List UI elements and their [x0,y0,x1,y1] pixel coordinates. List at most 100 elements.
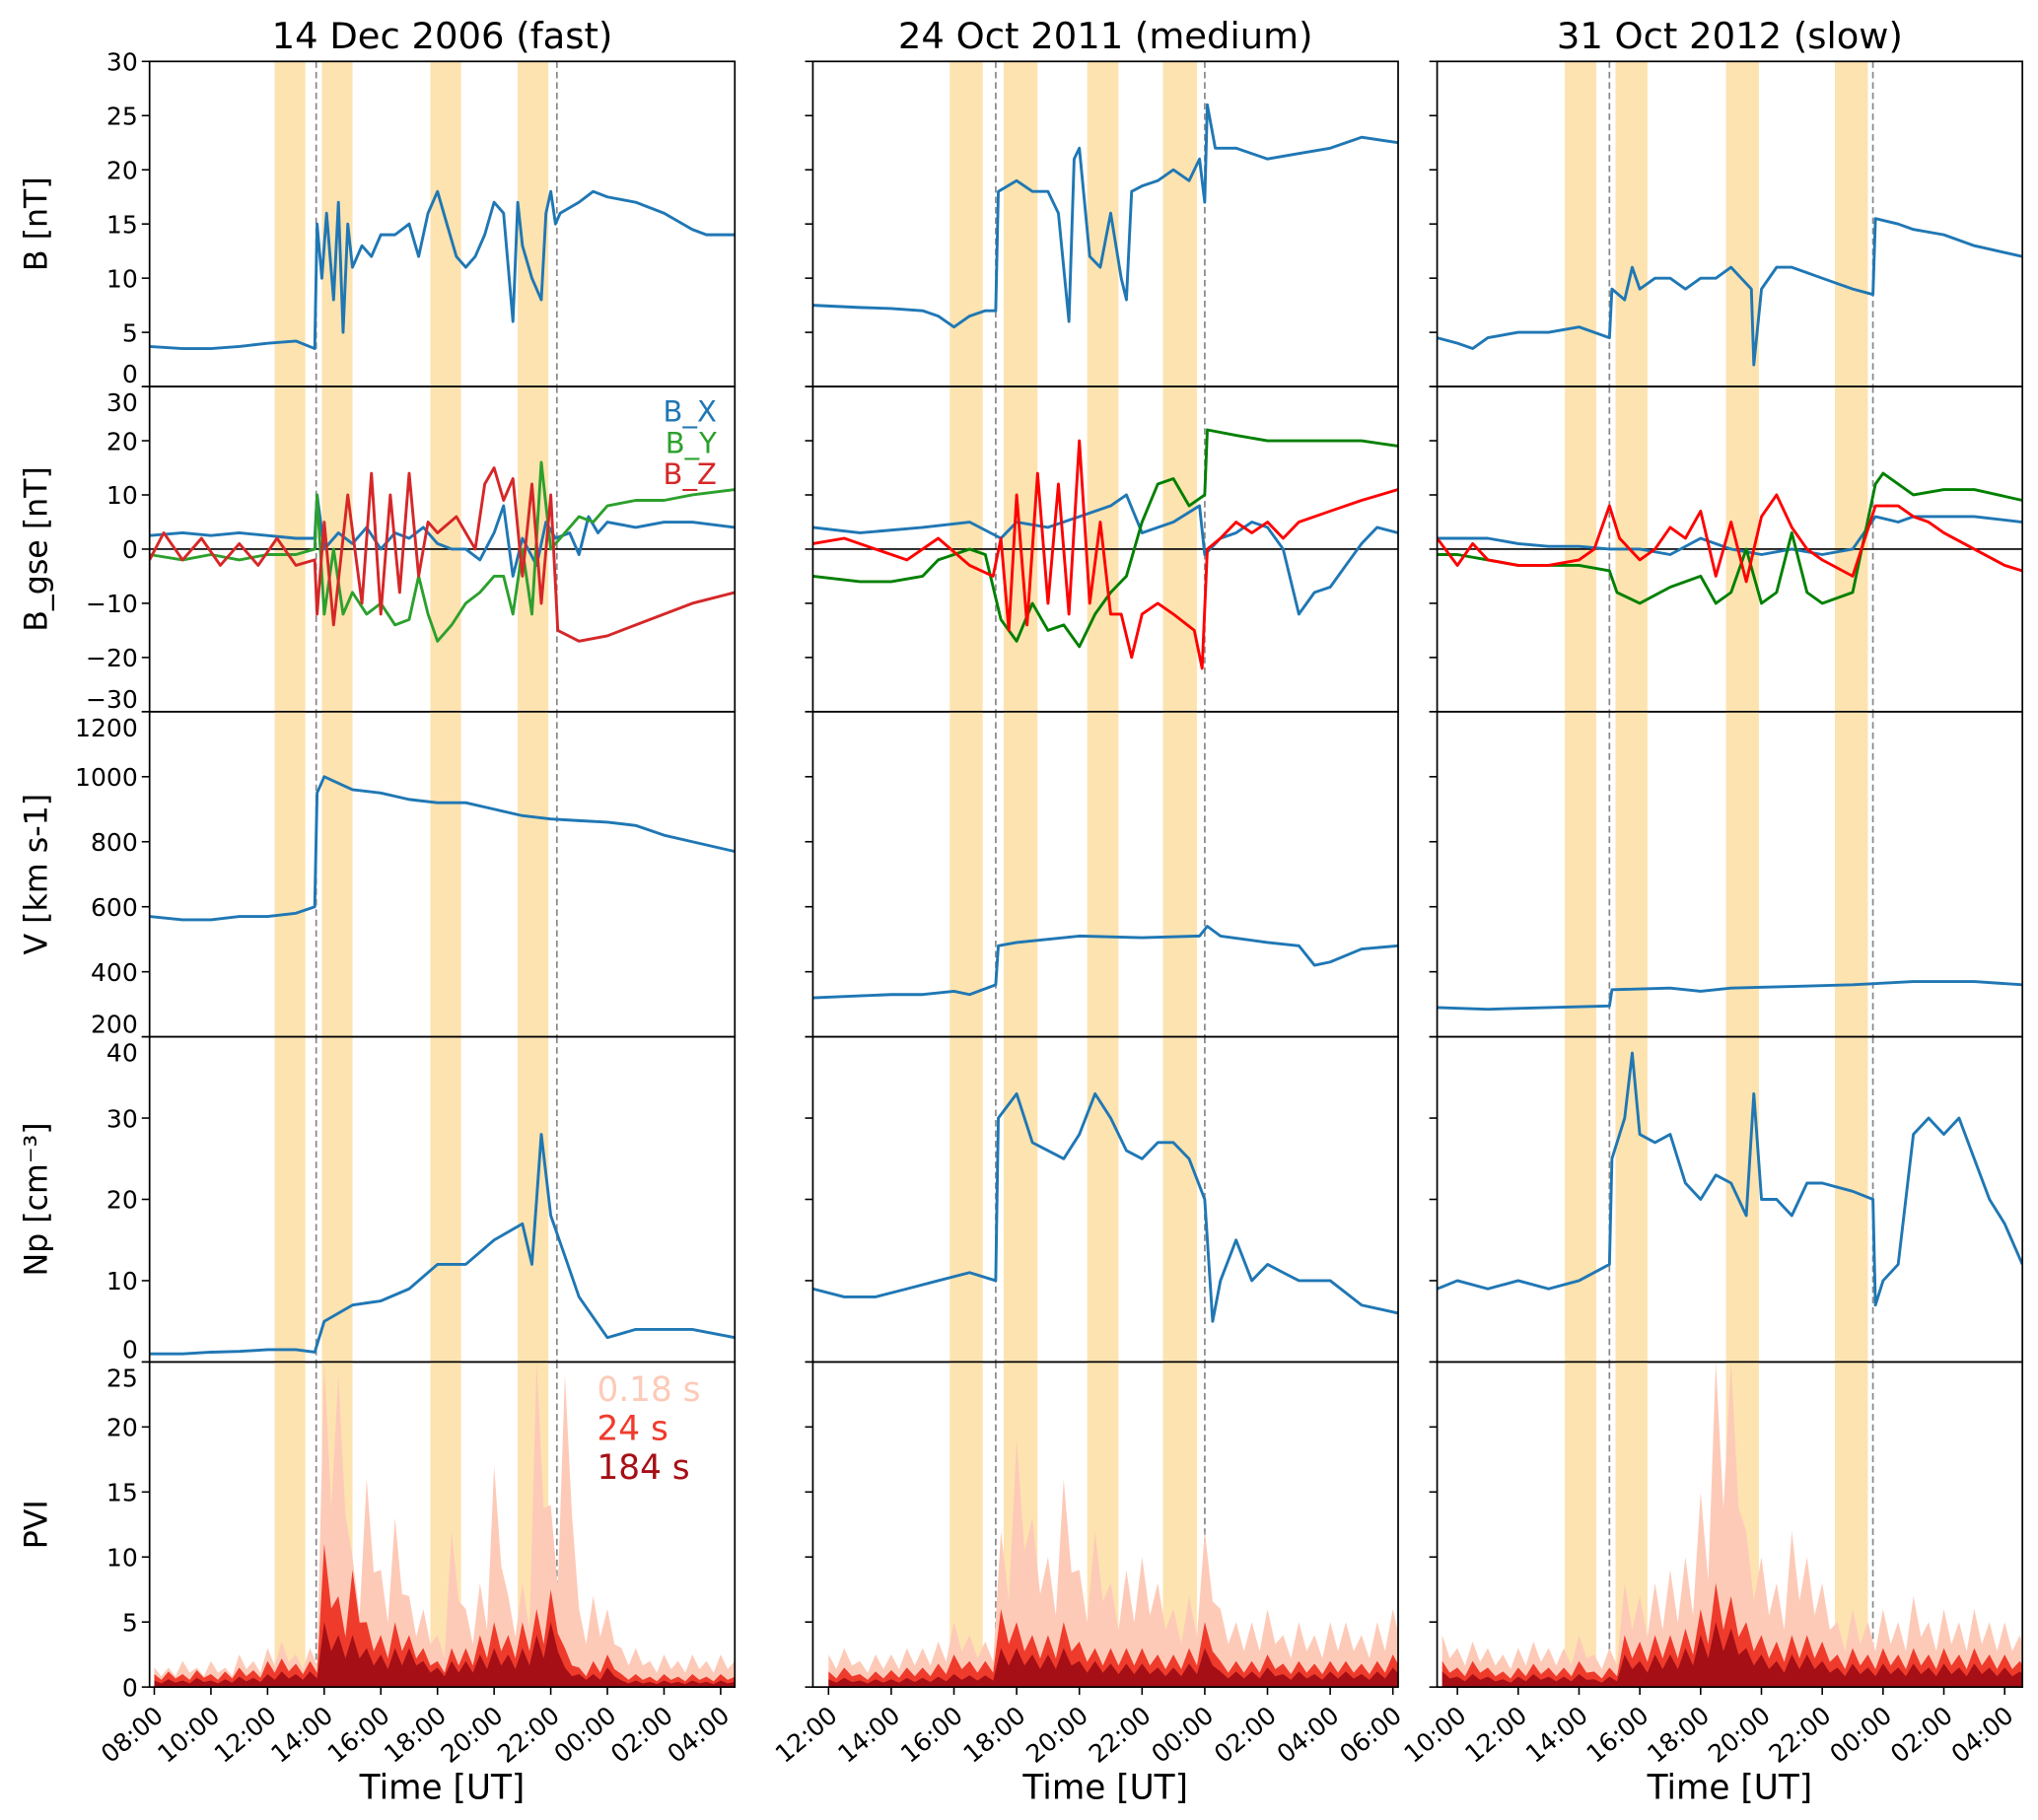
legend-entry: 24 s [597,1410,668,1449]
x-tick-label: 10:00 [1399,1701,1472,1769]
x-tick-label: 20:00 [1020,1701,1093,1769]
x-tick-label: 22:00 [1084,1701,1157,1769]
x-axis-label: Time [UT] [1021,1769,1188,1808]
panel-B_gse [805,385,1399,713]
y-tick-label: 30 [106,1104,138,1133]
series-line-B-0 [1437,217,2023,367]
series-line-Np-0 [812,1091,1399,1323]
x-tick-label: 22:00 [492,1701,565,1769]
x-tick-label: 02:00 [1209,1701,1282,1769]
y-tick-label: 20 [106,156,138,184]
shaded-interval [1565,1036,1596,1363]
series-line-B_gse-0 [1437,515,2023,556]
shaded-interval [1725,711,1759,1037]
y-tick-label: 20 [106,1414,138,1442]
shaded-interval [1003,711,1038,1037]
series-line-B-0 [149,189,736,351]
x-tick-label: 10:00 [152,1701,225,1769]
shaded-interval [1615,1036,1648,1363]
x-axis-label: Time [UT] [1647,1769,1813,1808]
x-tick-label: 08:00 [96,1701,169,1769]
shaded-interval [1087,711,1119,1037]
shaded-interval [1162,711,1197,1037]
y-tick-label: 600 [91,893,138,922]
y-tick-label: −10 [86,590,138,618]
x-tick-label: 00:00 [1824,1701,1897,1769]
shaded-interval [1835,61,1868,387]
column-2: 24 Oct 2011 (medium) 12:0014:0016:0018:00… [770,15,1407,1808]
chart-title: 31 Oct 2012 (slow) [1557,15,1903,57]
y-tick-label: 15 [106,210,138,239]
y-tick-label: 30 [106,48,138,77]
y-tick-label: 1200 [75,714,138,742]
panel-V [805,710,1399,1038]
x-tick-label: 04:00 [1272,1701,1345,1769]
y-tick-label: −20 [86,644,138,672]
shaded-interval [1565,1362,1596,1688]
shaded-interval [1835,711,1868,1037]
y-tick-label: 15 [106,1479,138,1507]
x-tick-label: 18:00 [1642,1701,1715,1769]
shaded-interval [274,1362,306,1688]
panel-B [805,60,1399,387]
y-tick-label: 800 [91,828,138,857]
shaded-interval [274,61,306,387]
x-tick-label: 04:00 [662,1701,735,1769]
shaded-interval [1725,1036,1759,1363]
shaded-interval [1162,61,1197,387]
pvi-area-2 [1441,1622,2023,1688]
shaded-interval [430,711,461,1037]
x-tick-label: 06:00 [1334,1701,1407,1769]
series-line-V-0 [1437,980,2023,1012]
shaded-interval [949,61,983,387]
y-axis-label: V [km s-1] [19,794,54,955]
shaded-interval [1565,711,1596,1037]
panel-B [1429,60,2024,387]
panel-Np [1429,1035,2024,1364]
series-line-B_gse-2 [149,466,736,643]
x-tick-label: 14:00 [265,1701,338,1769]
pvi-area-1 [828,1609,1399,1688]
series-line-Np-0 [149,1133,736,1356]
panel-B_gse: −30 −20 −10 0 10 20 30 B_gse [nT] B_XB_YB_Z [19,385,737,714]
y-tick-label: 0 [122,1673,138,1702]
y-tick-label: 400 [91,958,138,987]
shaded-interval [1003,1036,1038,1363]
panel-B_gse [1429,385,2024,713]
legend-entry: B_X [664,395,717,429]
x-axis-label: Time [UT] [359,1769,526,1808]
legend-entry: 184 s [597,1448,689,1488]
y-tick-label: 0 [122,1335,138,1364]
y-tick-label: 1000 [75,763,138,792]
shaded-interval [518,61,549,387]
x-tick-label: 02:00 [605,1701,678,1769]
series-line-B_gse-0 [149,493,736,578]
y-tick-label: 0 [122,360,138,388]
x-tick-label: 16:00 [322,1701,395,1769]
shaded-interval [949,711,983,1037]
series-line-V-0 [149,775,736,922]
shaded-interval [949,1036,983,1363]
column-3: 31 Oct 2012 (slow) 10:0012:0014:0016:0018… [1399,15,2024,1808]
y-tick-label: 10 [106,264,138,293]
x-tick-label: 22:00 [1764,1701,1837,1769]
x-tick-label: 00:00 [549,1701,622,1769]
x-tick-label: 20:00 [1703,1701,1776,1769]
panel-Np: 0 10 20 30 40 Np [cm⁻³] [19,1035,737,1364]
y-tick-label: 20 [106,427,138,455]
chart-title: 14 Dec 2006 (fast) [272,15,613,57]
pvi-area-2 [828,1647,1399,1688]
chart-title: 24 Oct 2011 (medium) [898,15,1313,57]
shaded-interval [430,1036,461,1363]
series-line-Np-0 [1437,1051,2023,1307]
series-line-B_gse-1 [149,460,736,643]
x-tick-label: 12:00 [1459,1701,1532,1769]
panel-PVI [1429,1361,2024,1689]
shaded-interval [321,711,353,1037]
y-tick-label: 5 [122,318,138,347]
series-line-B-0 [812,103,1399,329]
shaded-interval [518,711,549,1037]
legend-entry: B_Y [666,426,717,459]
